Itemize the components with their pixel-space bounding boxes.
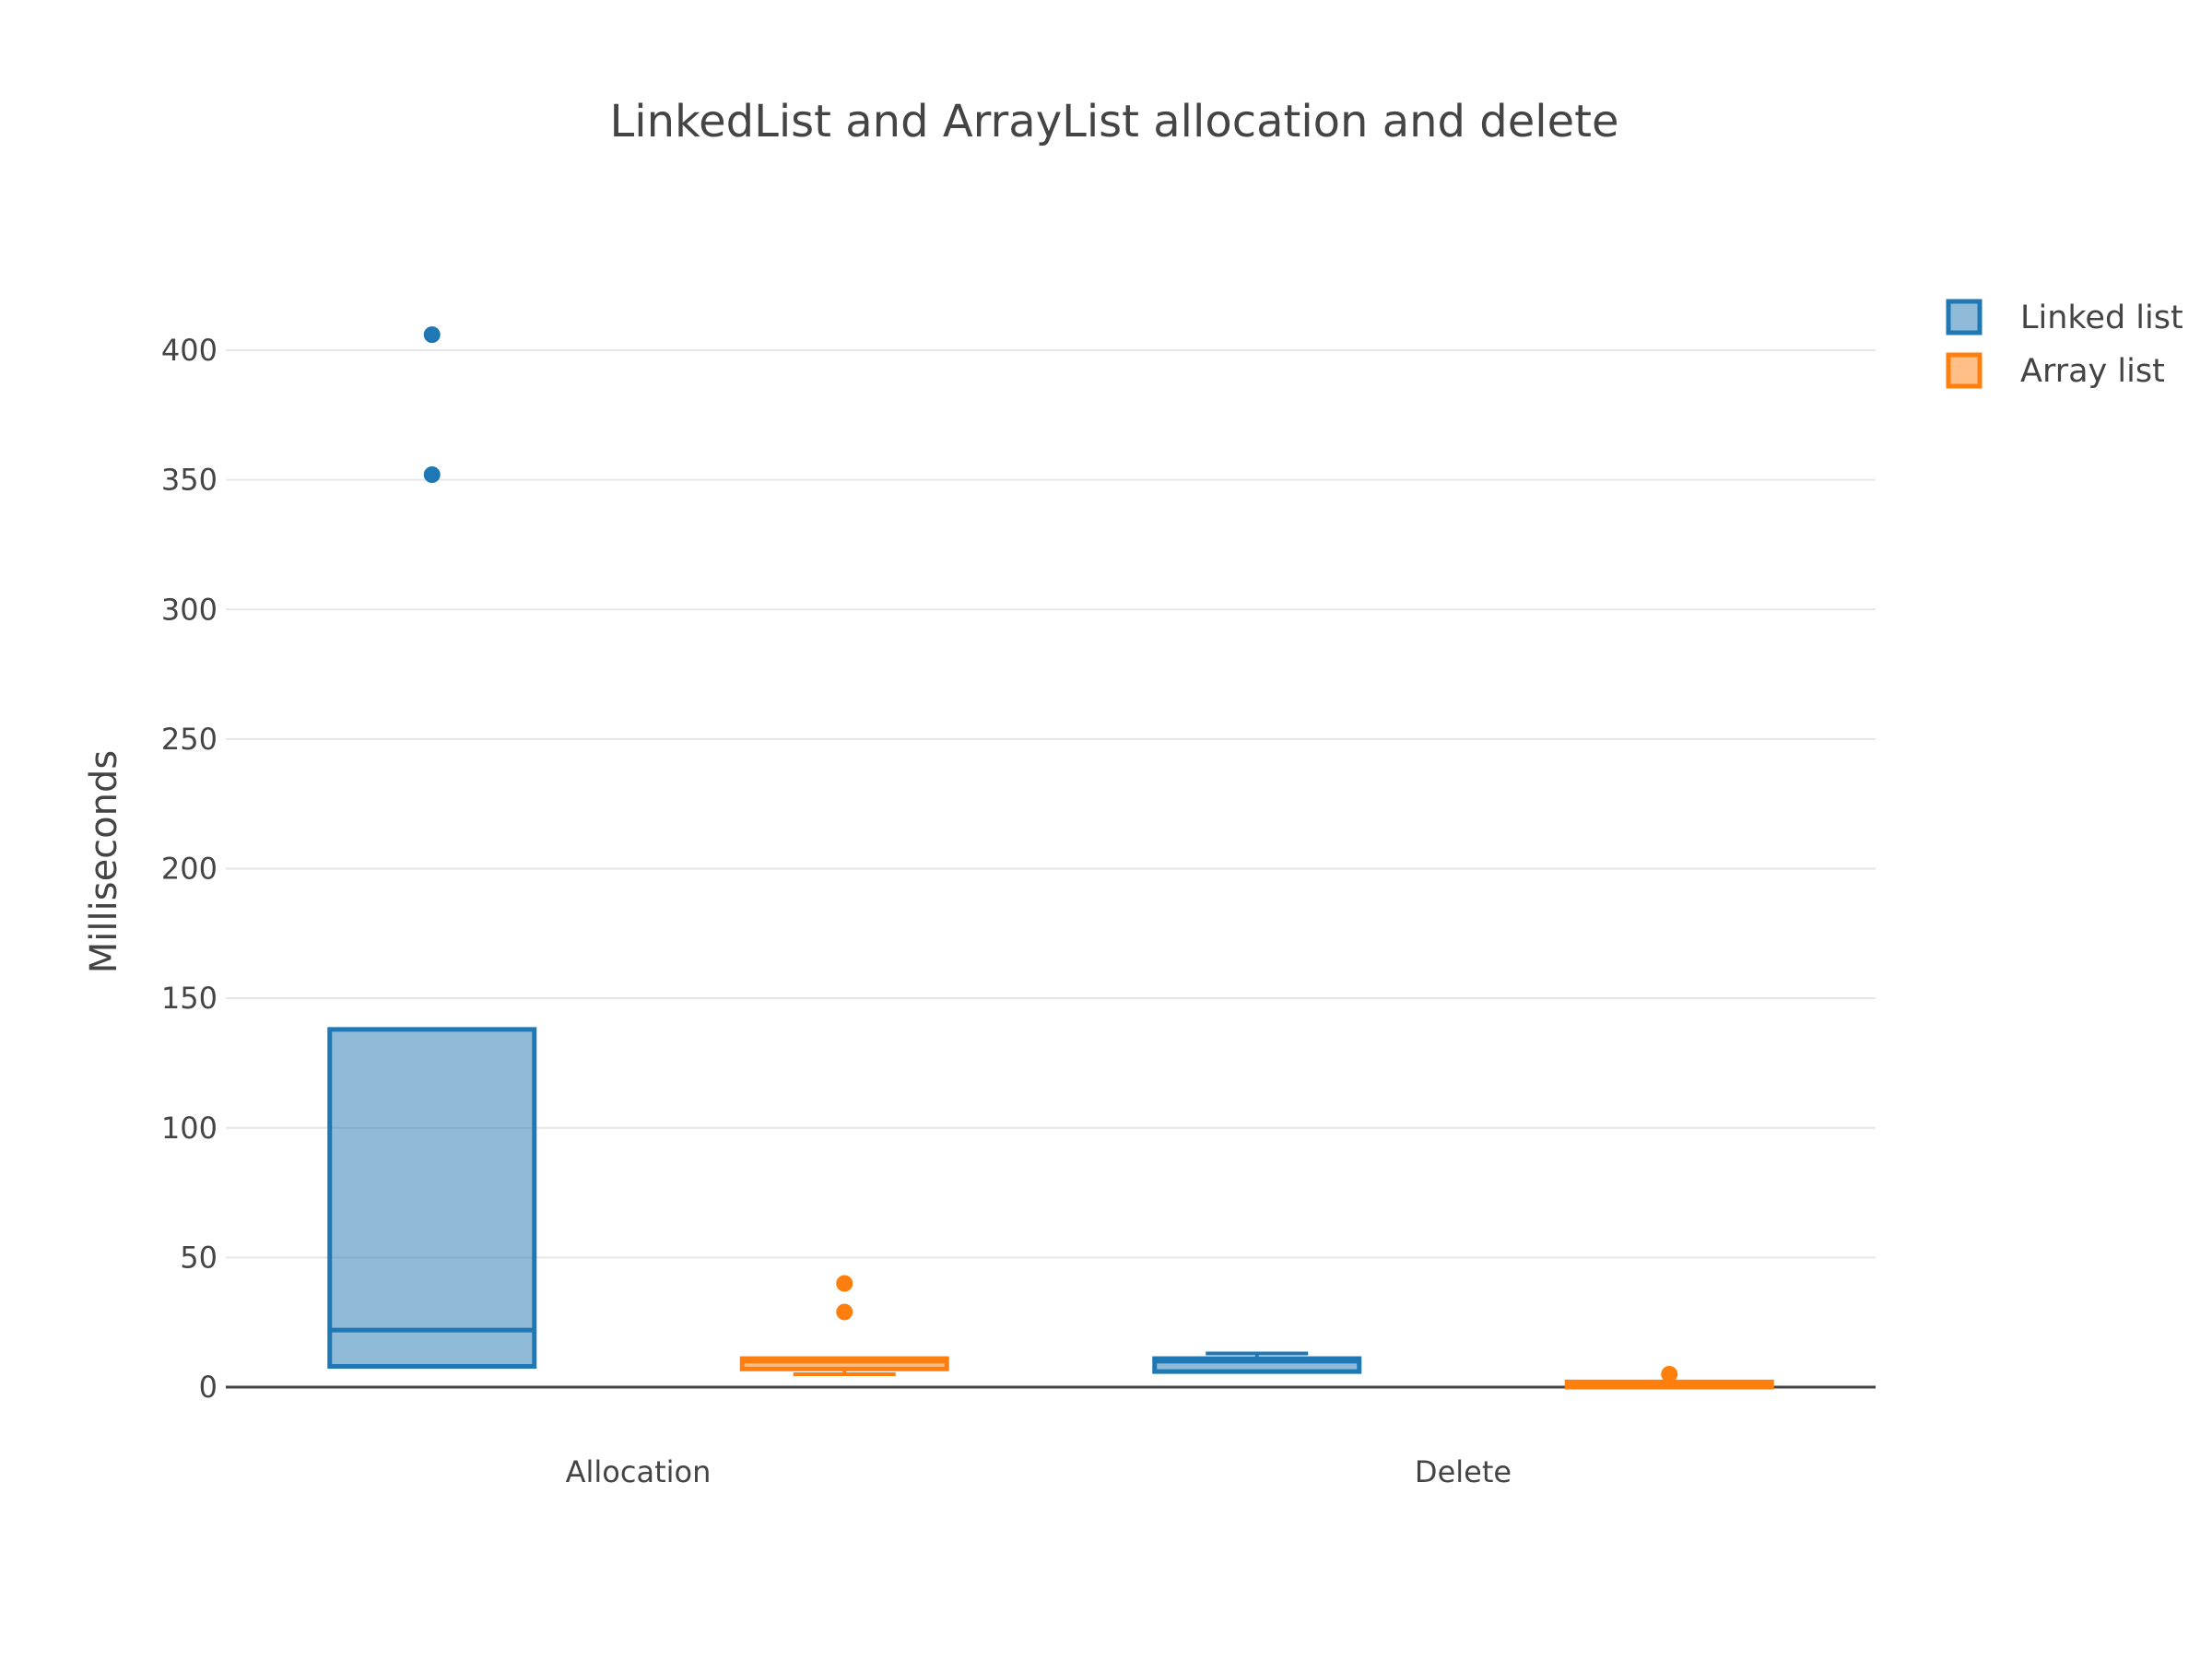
legend-swatch: [1946, 352, 1983, 389]
box-array-list-delete: [1564, 1365, 1774, 1390]
x-axis-ticks: Allocation Delete: [566, 1454, 1512, 1489]
y-tick-label: 250: [161, 722, 218, 757]
box-array-list-allocation: [739, 1275, 949, 1376]
legend-item-array-list: Array list: [1946, 352, 2165, 390]
y-axis-ticks: 0 50 100 150 200 250 300 350 400: [161, 333, 218, 1405]
x-tick-label: Allocation: [566, 1454, 712, 1489]
y-tick-label: 300: [161, 592, 218, 627]
y-tick-label: 50: [180, 1240, 218, 1275]
box-linked-list-allocation: [327, 326, 537, 1369]
outlier-point: [423, 326, 441, 344]
y-axis-title: Milliseconds: [83, 750, 125, 973]
outlier-point: [1661, 1365, 1678, 1382]
outlier-point: [836, 1275, 853, 1292]
legend: Linked list Array list: [1946, 299, 2183, 390]
y-tick-label: 400: [161, 333, 218, 368]
outlier-point: [836, 1303, 853, 1321]
plot-area: [327, 326, 1774, 1390]
y-tick-label: 350: [161, 463, 218, 498]
legend-swatch: [1946, 299, 1983, 335]
y-tick-label: 200: [161, 852, 218, 887]
x-tick-label: Delete: [1415, 1454, 1512, 1489]
legend-label: Array list: [2020, 353, 2165, 390]
box-iqr: [739, 1356, 949, 1371]
legend-label: Linked list: [2020, 300, 2183, 336]
box-iqr: [327, 1027, 537, 1369]
box-linked-list-delete: [1152, 1351, 1362, 1374]
y-tick-label: 150: [161, 981, 218, 1016]
outlier-point: [423, 466, 441, 483]
y-tick-label: 100: [161, 1111, 218, 1146]
chart-title: LinkedList and ArrayList allocation and …: [610, 96, 1619, 147]
legend-item-linked-list: Linked list: [1946, 299, 2183, 336]
y-tick-label: 0: [199, 1370, 218, 1405]
